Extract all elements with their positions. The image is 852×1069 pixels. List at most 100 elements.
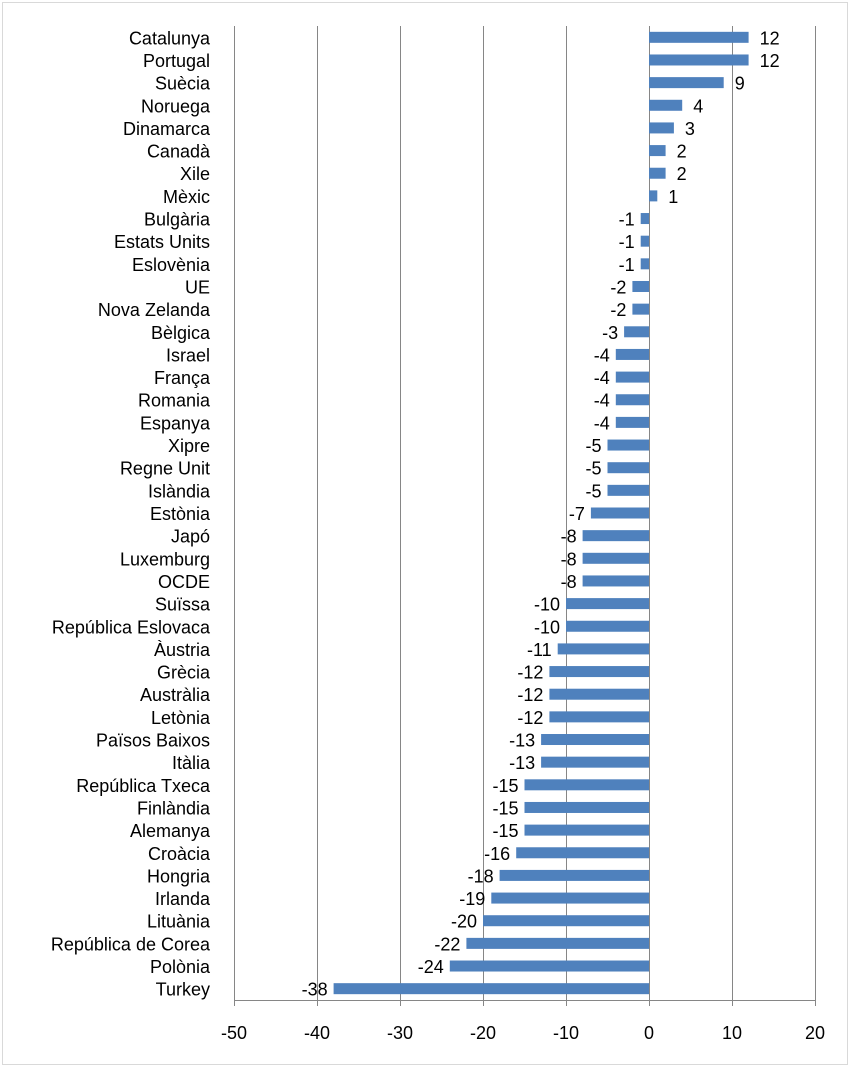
data-label: -11 bbox=[527, 640, 552, 660]
category-label: Romania bbox=[138, 391, 211, 411]
category-label: UE bbox=[185, 277, 210, 297]
data-labels: 1212943221-1-1-1-2-2-3-4-4-4-4-5-5-5-7-8… bbox=[302, 28, 780, 999]
category-label: Portugal bbox=[143, 51, 210, 71]
data-label: -4 bbox=[594, 413, 610, 433]
bar bbox=[449, 960, 649, 972]
category-label: França bbox=[154, 368, 211, 388]
data-label: 12 bbox=[760, 28, 780, 48]
data-label: -4 bbox=[594, 368, 610, 388]
bar bbox=[632, 303, 649, 315]
category-label: Estats Units bbox=[114, 232, 210, 252]
data-label: -12 bbox=[517, 685, 543, 705]
data-label: -13 bbox=[509, 753, 535, 773]
category-label: República de Corea bbox=[51, 934, 211, 954]
data-label: -5 bbox=[585, 481, 601, 501]
gridlines bbox=[317, 26, 816, 1000]
category-label: Estònia bbox=[150, 504, 211, 524]
data-label: -18 bbox=[468, 866, 494, 886]
bar bbox=[607, 462, 649, 474]
data-label: -24 bbox=[418, 957, 444, 977]
data-label: -7 bbox=[569, 504, 585, 524]
data-label: 12 bbox=[760, 51, 780, 71]
category-label: Nova Zelanda bbox=[98, 300, 211, 320]
bar bbox=[632, 280, 649, 292]
category-label: Letònia bbox=[151, 708, 211, 728]
bar bbox=[566, 598, 649, 610]
x-tick-label: -50 bbox=[221, 1023, 247, 1043]
category-label: Austràlia bbox=[140, 685, 211, 705]
category-label: Espanya bbox=[140, 413, 211, 433]
data-label: -3 bbox=[602, 323, 618, 343]
x-tick-label: -10 bbox=[553, 1023, 579, 1043]
category-label: Luxemburg bbox=[120, 549, 210, 569]
bar bbox=[649, 145, 666, 157]
data-label: -1 bbox=[619, 255, 635, 275]
x-tick-label: 20 bbox=[805, 1023, 825, 1043]
category-label: Dinamarca bbox=[123, 119, 211, 139]
bar bbox=[582, 530, 649, 542]
category-label: Eslovènia bbox=[132, 255, 211, 275]
x-tick-label: 10 bbox=[722, 1023, 742, 1043]
data-label: -4 bbox=[594, 391, 610, 411]
category-label: Xipre bbox=[168, 436, 210, 456]
data-label: -15 bbox=[492, 776, 518, 796]
data-label: -8 bbox=[561, 527, 577, 547]
x-axis: -50 -40 -30 -20 -10 0 10 20 bbox=[221, 26, 825, 1043]
data-label: -10 bbox=[534, 617, 560, 637]
data-label: -15 bbox=[492, 821, 518, 841]
x-tick-label: -30 bbox=[387, 1023, 413, 1043]
data-label: -22 bbox=[434, 934, 460, 954]
bar bbox=[499, 869, 649, 881]
bar bbox=[566, 620, 649, 632]
data-label: 2 bbox=[677, 142, 687, 162]
data-label: -20 bbox=[451, 912, 477, 932]
data-label: -12 bbox=[517, 708, 543, 728]
category-label: Bèlgica bbox=[151, 323, 211, 343]
category-label: Itàlia bbox=[172, 753, 211, 773]
data-label: 2 bbox=[677, 164, 687, 184]
category-label: Canadà bbox=[147, 142, 211, 162]
data-label: -1 bbox=[619, 210, 635, 230]
data-label: -13 bbox=[509, 731, 535, 751]
bar bbox=[541, 756, 649, 768]
data-label: -8 bbox=[561, 549, 577, 569]
bar bbox=[649, 190, 658, 202]
category-label: Polònia bbox=[150, 957, 211, 977]
category-label: Islàndia bbox=[148, 481, 211, 501]
data-label: -16 bbox=[484, 844, 510, 864]
category-label: Suïssa bbox=[155, 595, 211, 615]
category-label: Irlanda bbox=[155, 889, 211, 909]
category-label: Turkey bbox=[156, 980, 210, 1000]
data-label: -8 bbox=[561, 572, 577, 592]
data-label: -4 bbox=[594, 345, 610, 365]
bar bbox=[640, 213, 649, 225]
bar bbox=[615, 394, 649, 406]
bar bbox=[649, 77, 724, 89]
category-label: Països Baixos bbox=[96, 731, 210, 751]
bar bbox=[607, 484, 649, 496]
bar bbox=[466, 937, 649, 949]
bar bbox=[491, 892, 649, 904]
bar bbox=[549, 688, 649, 700]
category-label: Israel bbox=[166, 345, 210, 365]
data-label: 4 bbox=[693, 96, 703, 116]
bar bbox=[483, 915, 649, 927]
data-label: 3 bbox=[685, 119, 695, 139]
category-label: Noruega bbox=[141, 96, 211, 116]
bar bbox=[516, 847, 649, 859]
category-label: Grècia bbox=[157, 663, 211, 683]
category-label: Suècia bbox=[155, 74, 211, 94]
data-label: -15 bbox=[492, 798, 518, 818]
bar bbox=[524, 801, 649, 813]
bars bbox=[333, 31, 749, 995]
bar bbox=[524, 824, 649, 836]
data-label: -2 bbox=[610, 277, 626, 297]
bar bbox=[582, 552, 649, 564]
bar bbox=[557, 643, 649, 655]
bar bbox=[640, 235, 649, 247]
data-label: -1 bbox=[619, 232, 635, 252]
bar bbox=[615, 416, 649, 428]
category-label: Xile bbox=[180, 164, 210, 184]
bar bbox=[649, 54, 749, 66]
